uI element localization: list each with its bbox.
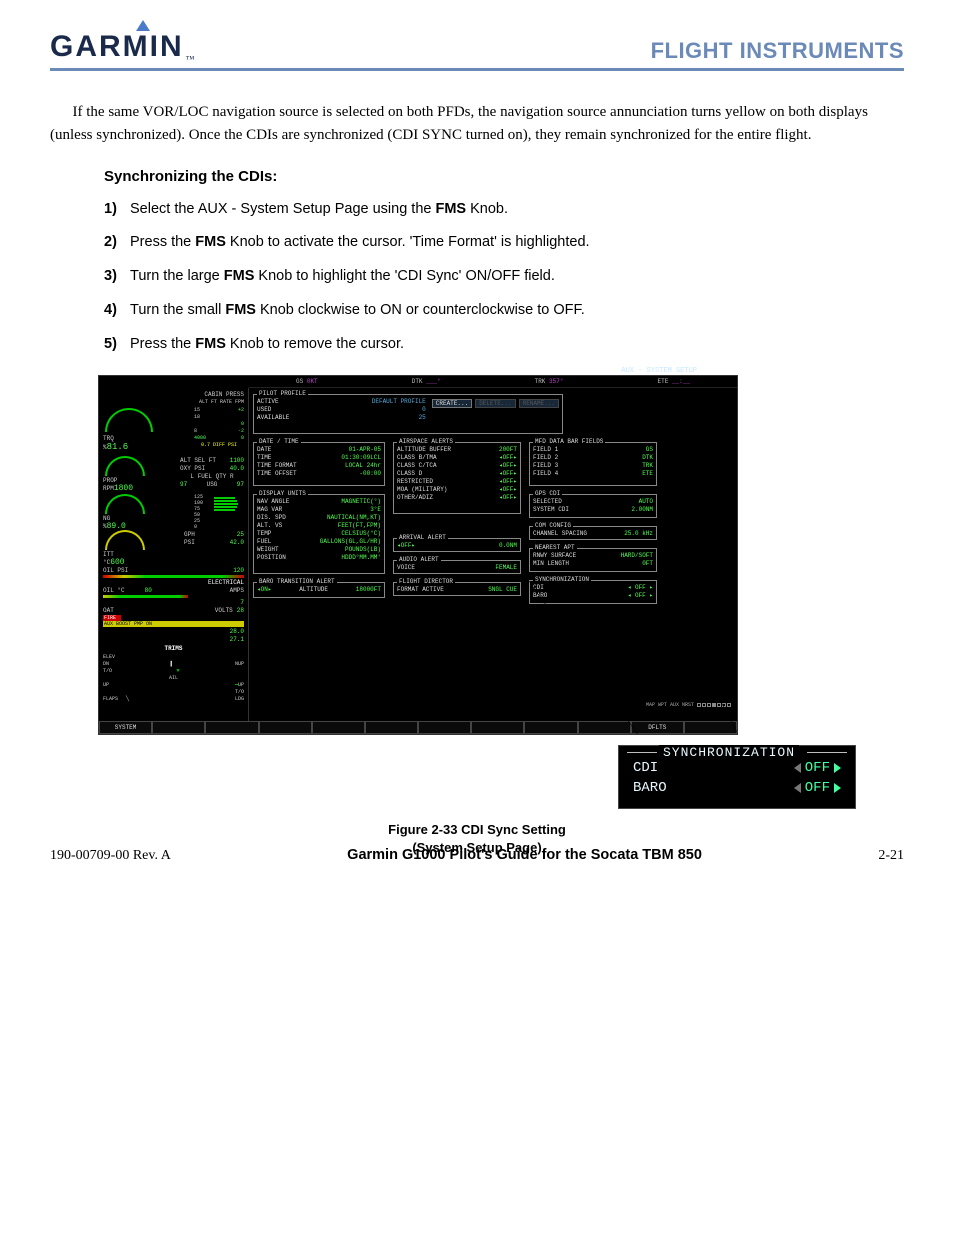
doc-number: 190-00709-00 Rev. A <box>50 848 171 864</box>
step-number: 3) <box>104 266 130 288</box>
step-number: 4) <box>104 300 130 322</box>
topbar-dtk-value: ___° <box>426 378 440 385</box>
procedure-step: 4)Turn the small FMS Knob clockwise to O… <box>104 300 904 322</box>
gps-cdi-group: GPS CDI SELECTEDAUTO SYSTEM CDI2.00NM <box>529 494 657 518</box>
eis-prop-label: PROP <box>103 477 117 484</box>
procedure-step: 3)Turn the large FMS Knob to highlight t… <box>104 266 904 288</box>
eis-cabin-press-label: CABIN PRESS <box>204 391 244 398</box>
topbar-trk-value: 357° <box>549 378 563 385</box>
eis-prop-value: 1800 <box>114 484 133 493</box>
synchronization-group: SYNCHRONIZATION CDI◂ OFF ▸ BARO◂ OFF ▸ <box>529 580 657 604</box>
left-arrow-icon <box>794 783 801 793</box>
page-number: 2-21 <box>878 848 904 864</box>
mfd-page-title: AUX - SYSTEM SETUP <box>621 367 697 375</box>
flight-director-group: FLIGHT DIRECTOR FORMAT ACTIVESNGL CUE <box>393 582 521 596</box>
zoom-callout-wrap: SYNCHRONIZATION CDI OFF BARO OFF <box>50 745 856 809</box>
garmin-triangle-icon <box>136 20 150 31</box>
aux-boost-annunciator: AUX BOOST PMP ON <box>103 621 244 627</box>
section-title: FLIGHT INSTRUMENTS <box>651 38 904 64</box>
zoom-cdi-value: OFF <box>805 760 830 776</box>
eis-trq-label: TRQ <box>103 435 114 442</box>
softkey-bar: SYSTEM DFLTS <box>99 721 737 734</box>
step-text: Press the FMS Knob to activate the curso… <box>130 232 590 254</box>
procedure-step: 1)Select the AUX - System Setup Page usi… <box>104 199 904 221</box>
step-number: 2) <box>104 232 130 254</box>
topbar-trk-label: TRK <box>535 378 546 385</box>
figure-wrap: GS 0KT DTK ___° TRK 357° ETE __:__ AUX -… <box>98 375 904 735</box>
pilot-profile-group: PILOT PROFILE ACTIVEDEFAULT PROFILE USED… <box>253 394 563 434</box>
arrival-alert-group: ARRIVAL ALERT ◂OFF▸0.0NM <box>393 538 521 552</box>
eis-panel: CABIN PRESS ALT FT RATE FPM TRQ % 81.6 1… <box>99 388 249 724</box>
page-footer: 190-00709-00 Rev. A Garmin G1000 Pilot's… <box>50 847 904 864</box>
date-time-group: DATE / TIME DATE01-APR-05 TIME01:30:09LC… <box>253 442 385 486</box>
step-number: 1) <box>104 199 130 221</box>
mfd-screenshot: GS 0KT DTK ___° TRK 357° ETE __:__ AUX -… <box>98 375 738 735</box>
procedure-steps: 1)Select the AUX - System Setup Page usi… <box>104 199 904 356</box>
display-units-group: DISPLAY UNITS NAV ANGLEMAGNETIC(°) MAG V… <box>253 494 385 574</box>
topbar-ete-label: ETE <box>658 378 669 385</box>
baro-transition-group: BARO TRANSITION ALERT ◂ON▸ALTITUDE18000F… <box>253 582 385 598</box>
right-arrow-icon <box>834 763 841 773</box>
eis-alt-rate-label: ALT FT RATE FPM <box>199 399 244 405</box>
topbar-ete-value: __:__ <box>672 378 690 385</box>
trademark-icon: ™ <box>186 54 195 64</box>
topbar-dtk-label: DTK <box>412 378 423 385</box>
page-indicator <box>697 703 731 707</box>
nearest-apt-group: NEAREST APT RNWY SURFACEHARD/SOFT MIN LE… <box>529 548 657 572</box>
step-text: Turn the large FMS Knob to highlight the… <box>130 266 555 288</box>
eis-trq-value: 81.6 <box>107 442 129 452</box>
delete-button[interactable]: DELETE... <box>475 399 515 408</box>
garmin-logo: GARMIN ™ <box>50 30 194 64</box>
synchronization-zoom: SYNCHRONIZATION CDI OFF BARO OFF <box>618 745 856 809</box>
step-text: Select the AUX - System Setup Page using… <box>130 199 508 221</box>
topbar-gs-value: 0KT <box>307 378 318 385</box>
mfd-data-bar-group: MFD DATA BAR FIELDS FIELD 1GS FIELD 2DTK… <box>529 442 657 486</box>
step-text: Turn the small FMS Knob clockwise to ON … <box>130 300 585 322</box>
page-group-label: MAP WPT AUX NRST <box>646 702 694 708</box>
zoom-title: SYNCHRONIZATION <box>659 745 799 760</box>
left-arrow-icon <box>794 763 801 773</box>
airspace-alerts-group: AIRSPACE ALERTS ALTITUDE BUFFER200FT CLA… <box>393 442 521 514</box>
softkey-system[interactable]: SYSTEM <box>99 721 152 734</box>
intro-paragraph: If the same VOR/LOC navigation source is… <box>50 101 904 148</box>
procedure-step: 5)Press the FMS Knob to remove the curso… <box>104 334 904 356</box>
step-number: 5) <box>104 334 130 356</box>
rename-button[interactable]: RENAME... <box>519 399 559 408</box>
step-text: Press the FMS Knob to remove the cursor. <box>130 334 404 356</box>
zoom-cdi-label: CDI <box>633 760 658 776</box>
page-header: GARMIN ™ FLIGHT INSTRUMENTS <box>50 30 904 71</box>
create-button[interactable]: CREATE... <box>432 399 472 408</box>
doc-title: Garmin G1000 Pilot's Guide for the Socat… <box>347 847 702 863</box>
right-arrow-icon <box>834 783 841 793</box>
mfd-top-bar: GS 0KT DTK ___° TRK 357° ETE __:__ AUX -… <box>99 376 737 388</box>
audio-alert-group: AUDIO ALERT VOICEFEMALE <box>393 560 521 574</box>
zoom-baro-value: OFF <box>805 780 830 796</box>
zoom-baro-label: BARO <box>633 780 667 796</box>
com-config-group: COM CONFIG CHANNEL SPACING25.0 kHz <box>529 526 657 540</box>
softkey-dflts[interactable]: DFLTS <box>631 721 684 734</box>
mfd-main-area: PILOT PROFILE ACTIVEDEFAULT PROFILE USED… <box>249 388 737 724</box>
procedure-heading: Synchronizing the CDIs: <box>104 168 904 185</box>
brand-text: GARMIN <box>50 30 184 64</box>
topbar-gs-label: GS <box>296 378 303 385</box>
procedure-step: 2)Press the FMS Knob to activate the cur… <box>104 232 904 254</box>
